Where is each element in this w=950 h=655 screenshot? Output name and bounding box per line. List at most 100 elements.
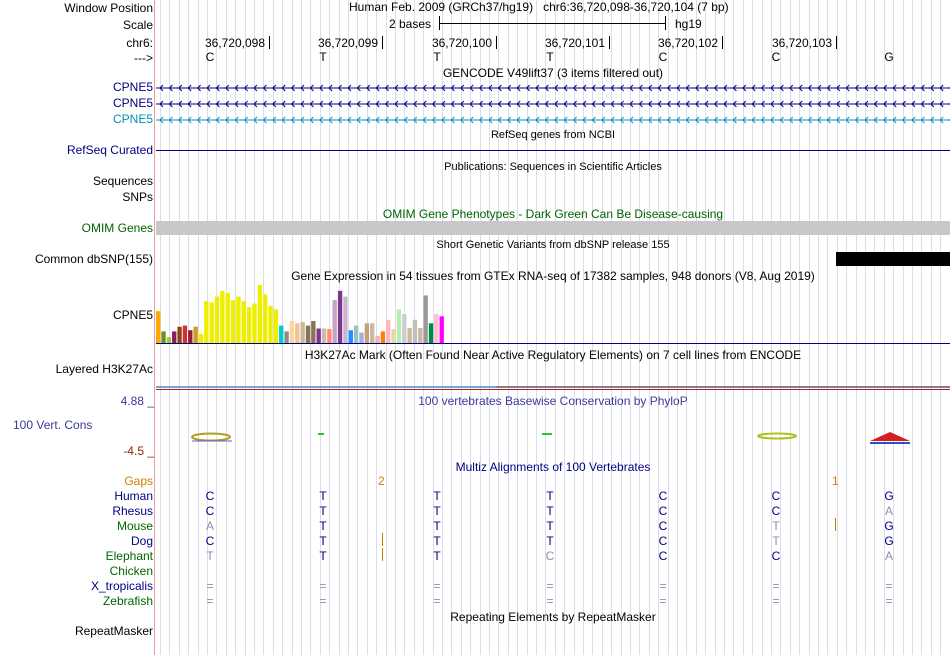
gtex-tissue-bar[interactable]: [332, 300, 337, 343]
multiz-species-label[interactable]: Mouse: [116, 519, 153, 533]
strand-chevron: [892, 100, 897, 108]
gtex-tissue-bar[interactable]: [172, 331, 177, 343]
dbsnp-label[interactable]: Common dbSNP(155): [34, 252, 153, 266]
omim-label[interactable]: OMIM Genes: [81, 221, 153, 235]
gtex-tissue-bar[interactable]: [214, 296, 220, 343]
gtex-tissue-bar[interactable]: [370, 323, 375, 343]
gtex-tissue-bar[interactable]: [412, 319, 418, 343]
gtex-tissue-bar[interactable]: [236, 296, 241, 343]
omim-phenotype-bar[interactable]: [156, 221, 950, 235]
gencode-gene-label-1[interactable]: CPNE5: [112, 80, 153, 94]
gtex-tissue-bar[interactable]: [263, 294, 268, 343]
gtex-tissue-bar[interactable]: [273, 309, 279, 343]
gtex-tissue-bar[interactable]: [364, 323, 369, 343]
gtex-tissue-bar[interactable]: [343, 296, 348, 343]
gtex-tissue-bar[interactable]: [407, 327, 412, 343]
strand-chevron: [497, 100, 502, 108]
gtex-tissue-bar[interactable]: [418, 327, 423, 343]
multiz-gap-mark-2: 1: [832, 474, 839, 488]
strand-chevron: [883, 84, 888, 92]
gtex-tissue-bar[interactable]: [241, 301, 246, 343]
gtex-tissue-bar[interactable]: [348, 330, 353, 343]
gtex-tissue-bar[interactable]: [439, 316, 444, 343]
strand-chevron: [347, 84, 352, 92]
dbsnp-variant-block[interactable]: [836, 252, 950, 266]
gtex-tissue-bar[interactable]: [284, 331, 289, 343]
gtex-tissue-bar[interactable]: [300, 322, 305, 343]
strand-chevron: [732, 84, 737, 92]
gtex-tissue-bar[interactable]: [198, 333, 204, 343]
phylop-track-title: 100 vertebrates Basewise Conservation by…: [418, 394, 688, 408]
gtex-tissue-bar[interactable]: [166, 337, 172, 343]
gtex-tissue-bar[interactable]: [402, 314, 407, 343]
gtex-tissue-bar[interactable]: [321, 328, 327, 344]
gtex-tissue-bar[interactable]: [375, 336, 380, 343]
gencode-gene-models[interactable]: [156, 80, 950, 128]
guide-line: [160, 0, 161, 655]
gtex-tissue-bar[interactable]: [188, 330, 193, 343]
gtex-tissue-bar[interactable]: [359, 332, 364, 343]
multiz-species-label[interactable]: Dog: [130, 534, 153, 548]
strand-chevron: [883, 116, 888, 124]
gtex-tissue-bar[interactable]: [279, 325, 284, 343]
gtex-tissue-bar[interactable]: [327, 329, 332, 343]
gtex-tissue-bar[interactable]: [246, 307, 252, 343]
gtex-tissue-bar[interactable]: [295, 323, 300, 343]
multiz-aligned-base: C: [658, 534, 668, 548]
gtex-tissue-bar[interactable]: [220, 290, 225, 343]
gtex-gene-label[interactable]: CPNE5: [112, 308, 153, 322]
gtex-tissue-bar[interactable]: [396, 309, 402, 343]
gtex-tissue-bar[interactable]: [182, 325, 188, 343]
gtex-tissue-bar[interactable]: [311, 320, 316, 343]
phylop-logo-g: [870, 432, 910, 441]
gencode-gene-label-3[interactable]: CPNE5: [112, 112, 153, 126]
gtex-tissue-bar[interactable]: [423, 295, 428, 343]
phylop-label[interactable]: 100 Vert. Cons: [13, 418, 93, 432]
gtex-tissue-bar[interactable]: [156, 311, 161, 343]
publications-snps-label[interactable]: SNPs: [122, 190, 153, 204]
multiz-species-label[interactable]: Zebrafish: [102, 594, 153, 608]
gtex-tissue-bar[interactable]: [386, 319, 391, 343]
gtex-tissue-bar[interactable]: [434, 314, 439, 343]
gtex-tissue-bar[interactable]: [204, 301, 209, 343]
gtex-tissue-bar[interactable]: [230, 300, 236, 343]
gtex-expression-chart[interactable]: [156, 283, 950, 345]
multiz-aligned-base: C: [658, 549, 668, 563]
gtex-tissue-bar[interactable]: [380, 331, 386, 343]
position-readout[interactable]: chr6:36,720,098-36,720,104 (7 bp): [543, 0, 729, 14]
gtex-tissue-bar[interactable]: [316, 328, 321, 344]
multiz-species-label[interactable]: Elephant: [105, 549, 153, 563]
multiz-species-label[interactable]: Human: [114, 489, 153, 503]
h3k27ac-signal[interactable]: [156, 386, 950, 388]
phylop-conservation-logos[interactable]: [156, 428, 950, 448]
gtex-tissue-bar[interactable]: [428, 323, 434, 343]
gtex-tissue-bar[interactable]: [353, 325, 359, 343]
gtex-tissue-bar[interactable]: [268, 305, 273, 343]
gtex-tissue-bar[interactable]: [209, 302, 214, 343]
publications-sequences-label[interactable]: Sequences: [92, 174, 153, 188]
gtex-tissue-bar[interactable]: [177, 326, 182, 343]
strand-chevron: [638, 116, 643, 124]
repeatmasker-label[interactable]: RepeatMasker: [74, 624, 153, 638]
multiz-species-label[interactable]: X_tropicalis: [90, 579, 153, 593]
gtex-tissue-bar[interactable]: [337, 290, 343, 343]
strand-chevron: [431, 116, 436, 124]
gtex-tissue-bar[interactable]: [305, 325, 311, 343]
strand-chevron: [610, 100, 615, 108]
gencode-gene-label-2[interactable]: CPNE5: [112, 96, 153, 110]
refseq-gene-line[interactable]: [156, 150, 950, 151]
gtex-tissue-bar[interactable]: [252, 303, 257, 343]
multiz-species-label[interactable]: Rhesus: [112, 504, 153, 518]
strand-chevron: [431, 84, 436, 92]
refseq-label[interactable]: RefSeq Curated: [66, 143, 153, 157]
gtex-tissue-bar[interactable]: [225, 293, 230, 343]
gtex-tissue-bar[interactable]: [193, 326, 198, 343]
gtex-tissue-bar[interactable]: [289, 320, 295, 343]
gtex-tissue-bar[interactable]: [257, 285, 262, 343]
h3k27ac-label[interactable]: Layered H3K27Ac: [55, 362, 153, 376]
multiz-species-label[interactable]: Chicken: [109, 564, 153, 578]
gtex-tissue-bar[interactable]: [161, 331, 166, 343]
strand-chevron: [572, 100, 577, 108]
gtex-tissue-bar[interactable]: [391, 329, 396, 343]
